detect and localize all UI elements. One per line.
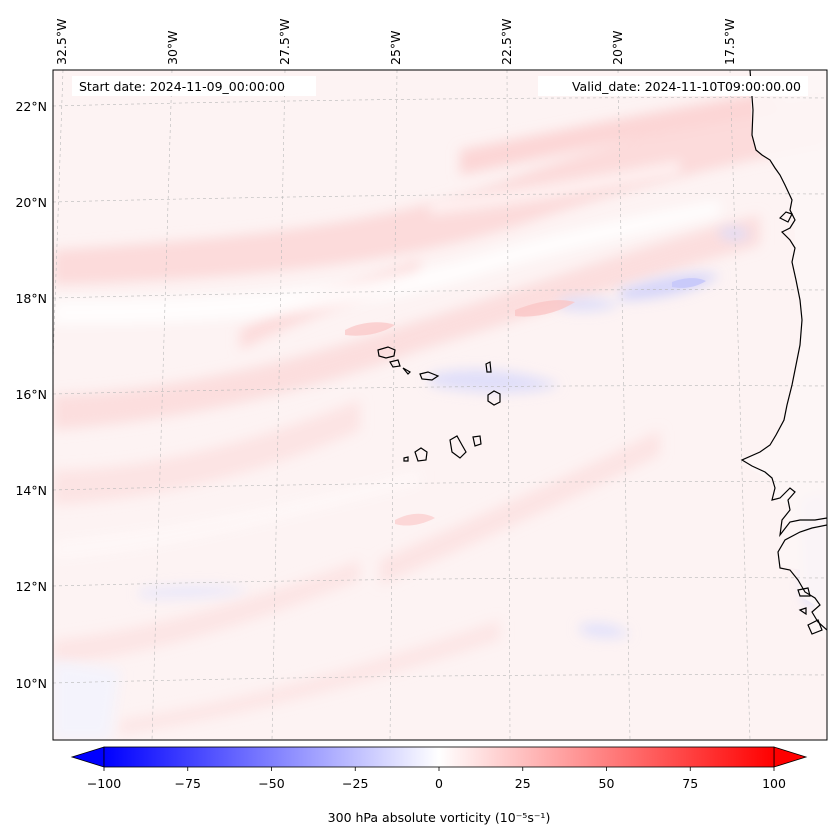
colorbar-tick-label: −75 — [175, 776, 201, 791]
valid-date-box — [538, 76, 808, 96]
lon-label-25w: 25°W — [388, 30, 403, 65]
colorbar-label: 300 hPa absolute vorticity (10⁻⁵s⁻¹) — [328, 810, 551, 825]
colorbar-tick-label: 50 — [599, 776, 615, 791]
map-panel: Start date: 2024-11-09_00:00:00 Valid_da… — [52, 69, 828, 741]
lon-label-30w: 30°W — [165, 30, 180, 65]
gridlines — [53, 70, 827, 740]
vorticity-field — [53, 70, 827, 740]
lat-label-22n: 22°N — [15, 99, 47, 114]
colorbar-tick-label: −25 — [342, 776, 368, 791]
colorbar-tick-label: −50 — [258, 776, 284, 791]
colorbar-tick-label: 25 — [515, 776, 531, 791]
lat-label-12n: 12°N — [15, 579, 47, 594]
start-date-label: Start date: 2024-11-09_00:00:00 — [79, 79, 285, 94]
coastline — [377, 70, 827, 635]
lat-label-16n: 16°N — [15, 387, 47, 402]
lon-label-20w: 20°W — [610, 30, 625, 65]
colorbar-tick-label: 100 — [762, 776, 786, 791]
colorbar-extend-high — [773, 746, 808, 768]
start-date-box — [72, 76, 316, 96]
lon-label-27-5w: 27.5°W — [277, 19, 292, 65]
colorbar-tick-label: −100 — [87, 776, 121, 791]
lat-label-18n: 18°N — [15, 291, 47, 306]
valid-date-label: Valid_date: 2024-11-10T09:00:00.00 — [572, 79, 801, 94]
longitude-labels: 32.5°W 30°W 27.5°W 25°W 22.5°W 20°W 17.5… — [54, 19, 737, 65]
lon-label-22-5w: 22.5°W — [499, 19, 514, 65]
lat-label-20n: 20°N — [15, 195, 47, 210]
lat-label-14n: 14°N — [15, 483, 47, 498]
lon-label-17-5w: 17.5°W — [722, 19, 737, 65]
lat-label-10n: 10°N — [15, 676, 47, 691]
colorbar-ticks: −100 −75 −50 −25 0 25 50 75 100 — [87, 767, 786, 791]
colorbar-gradient — [103, 746, 775, 768]
latitude-labels: 22°N 20°N 18°N 16°N 14°N 12°N 10°N — [15, 99, 47, 691]
colorbar: −100 −75 −50 −25 0 25 50 75 100 300 hPa absolute… — [70, 746, 808, 825]
colorbar-tick-label: 0 — [435, 776, 443, 791]
colorbar-tick-label: 75 — [682, 776, 698, 791]
lon-label-32-5w: 32.5°W — [54, 19, 69, 65]
colorbar-extend-low — [70, 746, 105, 768]
map-frame — [52, 69, 828, 741]
